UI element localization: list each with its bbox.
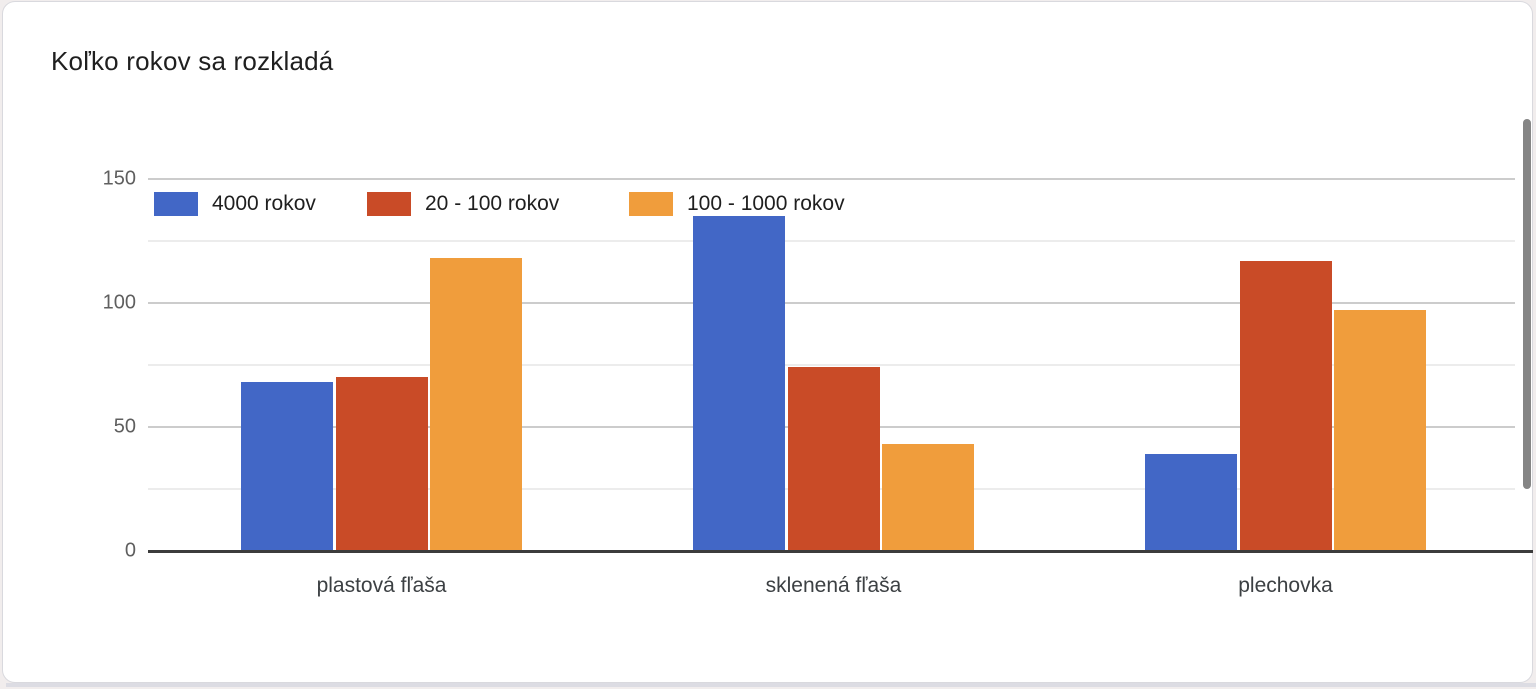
x-axis-line [148, 549, 1533, 553]
legend-item: 100 - 1000 rokov [629, 191, 845, 217]
bar-plechovka-20---100-rokov [1239, 260, 1332, 551]
bar-plastová-fľaša-100---1000-rokov [430, 258, 522, 551]
y-axis-tick-label: 0 [124, 539, 136, 562]
major-gridline [148, 302, 1515, 304]
chart-title: Koľko rokov sa rozkladá [51, 46, 334, 76]
bar-plechovka-100---1000-rokov [1334, 310, 1426, 551]
legend-swatch-icon [154, 192, 198, 216]
x-axis-category-label: plechovka [1238, 574, 1333, 597]
legend-item: 4000 rokov [154, 191, 316, 217]
major-gridline [148, 178, 1515, 180]
minor-gridline [148, 364, 1515, 366]
bar-sklenená-fľaša-4000-rokov [693, 216, 785, 551]
legend-item: 20 - 100 rokov [367, 191, 559, 217]
vertical-scrollbar-thumb[interactable] [1523, 119, 1531, 489]
bottom-divider [6, 683, 1536, 687]
legend-swatch-icon [367, 192, 411, 216]
bar-plechovka-4000-rokov [1145, 454, 1237, 551]
bar-sklenená-fľaša-100---1000-rokov [882, 444, 974, 551]
legend-label: 20 - 100 rokov [425, 192, 560, 215]
legend-label: 4000 rokov [212, 192, 316, 215]
legend-swatch-icon [629, 192, 673, 216]
x-axis-category-label: plastová fľaša [316, 574, 447, 597]
x-axis-category-label: sklenená fľaša [765, 574, 902, 597]
bar-plastová-fľaša-20---100-rokov [335, 377, 428, 551]
y-axis-tick-label: 50 [113, 415, 136, 438]
y-axis-tick-label: 150 [102, 167, 136, 190]
legend-label: 100 - 1000 rokov [687, 192, 845, 215]
y-axis-tick-label: 100 [102, 291, 136, 314]
bar-chart: 0 50 100 150 plastová fľaša sklenená fľaša ple… [3, 2, 1536, 689]
bar-sklenená-fľaša-20---100-rokov [787, 367, 880, 551]
minor-gridline [148, 240, 1515, 242]
bar-plastová-fľaša-4000-rokov [241, 382, 333, 551]
